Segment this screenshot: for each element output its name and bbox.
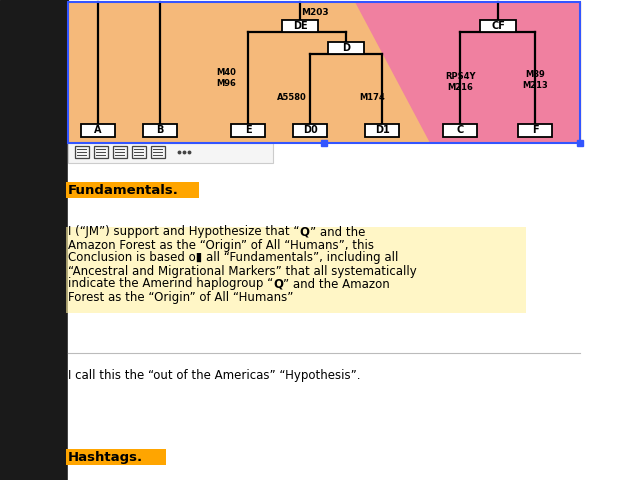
Bar xyxy=(66,182,199,198)
Text: B: B xyxy=(156,125,164,135)
Polygon shape xyxy=(355,2,580,143)
Bar xyxy=(94,146,108,158)
Bar xyxy=(66,449,166,465)
Text: M174: M174 xyxy=(359,93,385,101)
Bar xyxy=(282,20,318,32)
Bar xyxy=(75,146,89,158)
Text: I (“JM”) support and Hypothesize that “: I (“JM”) support and Hypothesize that “ xyxy=(68,226,300,239)
Text: C: C xyxy=(456,125,463,135)
Bar xyxy=(68,2,580,143)
Bar xyxy=(81,123,115,136)
Text: DE: DE xyxy=(292,21,307,31)
Text: Amazon Forest as the “Origin” of All “Humans”, this: Amazon Forest as the “Origin” of All “Hu… xyxy=(68,239,374,252)
Bar xyxy=(132,146,146,158)
Text: ” and the Amazon: ” and the Amazon xyxy=(284,277,390,290)
Text: E: E xyxy=(244,125,252,135)
Bar xyxy=(0,0,68,480)
Text: Fundamentals.: Fundamentals. xyxy=(68,183,179,196)
Bar xyxy=(231,123,265,136)
Text: M89
M213: M89 M213 xyxy=(522,70,548,90)
Text: RPS4Y
M216: RPS4Y M216 xyxy=(445,72,476,92)
Text: “Ancestral and Migrational Markers” that all systematically: “Ancestral and Migrational Markers” that… xyxy=(68,264,417,277)
Text: indicate the Amerind haplogroup “: indicate the Amerind haplogroup “ xyxy=(68,277,273,290)
Bar xyxy=(365,123,399,136)
Bar xyxy=(577,140,583,146)
Text: A: A xyxy=(94,125,102,135)
Text: I call this the “out of the Americas” “Hypothesis”.: I call this the “out of the Americas” “H… xyxy=(68,370,360,383)
Text: Hashtags.: Hashtags. xyxy=(68,451,143,464)
Text: CF: CF xyxy=(491,21,505,31)
Bar xyxy=(321,140,327,146)
Text: D1: D1 xyxy=(374,125,389,135)
Text: Forest as the “Origin” of All “Humans”: Forest as the “Origin” of All “Humans” xyxy=(68,290,293,303)
Bar xyxy=(143,123,177,136)
Bar xyxy=(518,123,552,136)
Text: F: F xyxy=(532,125,538,135)
Text: A5580: A5580 xyxy=(277,93,307,101)
Text: Conclusion is based o▮ all “Fundamentals”, including all: Conclusion is based o▮ all “Fundamentals… xyxy=(68,252,398,264)
Text: M40
M96: M40 M96 xyxy=(216,68,236,88)
Text: Q: Q xyxy=(300,226,310,239)
Bar xyxy=(68,143,580,480)
Text: D: D xyxy=(342,43,350,53)
Bar xyxy=(293,123,327,136)
Bar xyxy=(113,146,127,158)
Bar xyxy=(68,2,580,143)
Bar xyxy=(443,123,477,136)
Text: D0: D0 xyxy=(303,125,317,135)
Text: ” and the: ” and the xyxy=(310,226,365,239)
Bar xyxy=(151,146,165,158)
Bar xyxy=(480,20,516,32)
Text: Q: Q xyxy=(273,277,284,290)
Bar xyxy=(66,227,526,313)
Bar xyxy=(328,42,364,54)
Bar xyxy=(68,143,273,163)
Text: M203: M203 xyxy=(301,8,329,17)
